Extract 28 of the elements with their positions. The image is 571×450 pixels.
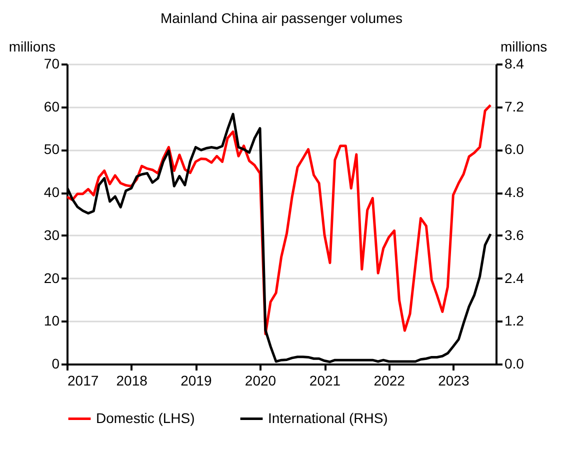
y-tick-label: 70 — [44, 56, 60, 72]
y-tick-label: 20 — [44, 270, 60, 286]
y2-tick-label: 3.6 — [504, 226, 524, 243]
y2-tick-label: 7.2 — [504, 98, 524, 114]
y2-axis-title: millions — [500, 38, 548, 54]
y2-tick-label: 2.4 — [504, 270, 524, 286]
x-tick-label: 2018 — [116, 372, 148, 388]
x-tick-label: 2019 — [180, 372, 212, 388]
y2-tick-label: 0.0 — [504, 356, 524, 372]
y2-tick-label: 1.2 — [504, 312, 524, 329]
x-tick-label: 2017 — [68, 372, 99, 388]
y2-tick-label: 4.8 — [504, 184, 524, 200]
x-tick-label: 2023 — [438, 372, 470, 388]
y2-tick-label: 8.4 — [504, 56, 524, 72]
y-tick-label: 50 — [44, 141, 60, 158]
y-tick-label: 40 — [44, 184, 60, 200]
y-axis-title: millions — [8, 38, 56, 54]
y2-tick-label: 6.0 — [504, 141, 524, 158]
chart-title: Mainland China air passenger volumes — [160, 10, 403, 26]
legend-label: International (RHS) — [268, 410, 388, 426]
y-tick-label: 30 — [44, 226, 60, 243]
legend-label: Domestic (LHS) — [96, 410, 195, 426]
y-tick-label: 0 — [52, 356, 60, 372]
x-tick-label: 2020 — [244, 372, 276, 388]
y-tick-label: 60 — [44, 98, 60, 114]
x-tick-label: 2022 — [374, 372, 406, 388]
y-tick-label: 10 — [44, 312, 60, 329]
x-tick-label: 2021 — [309, 372, 341, 388]
